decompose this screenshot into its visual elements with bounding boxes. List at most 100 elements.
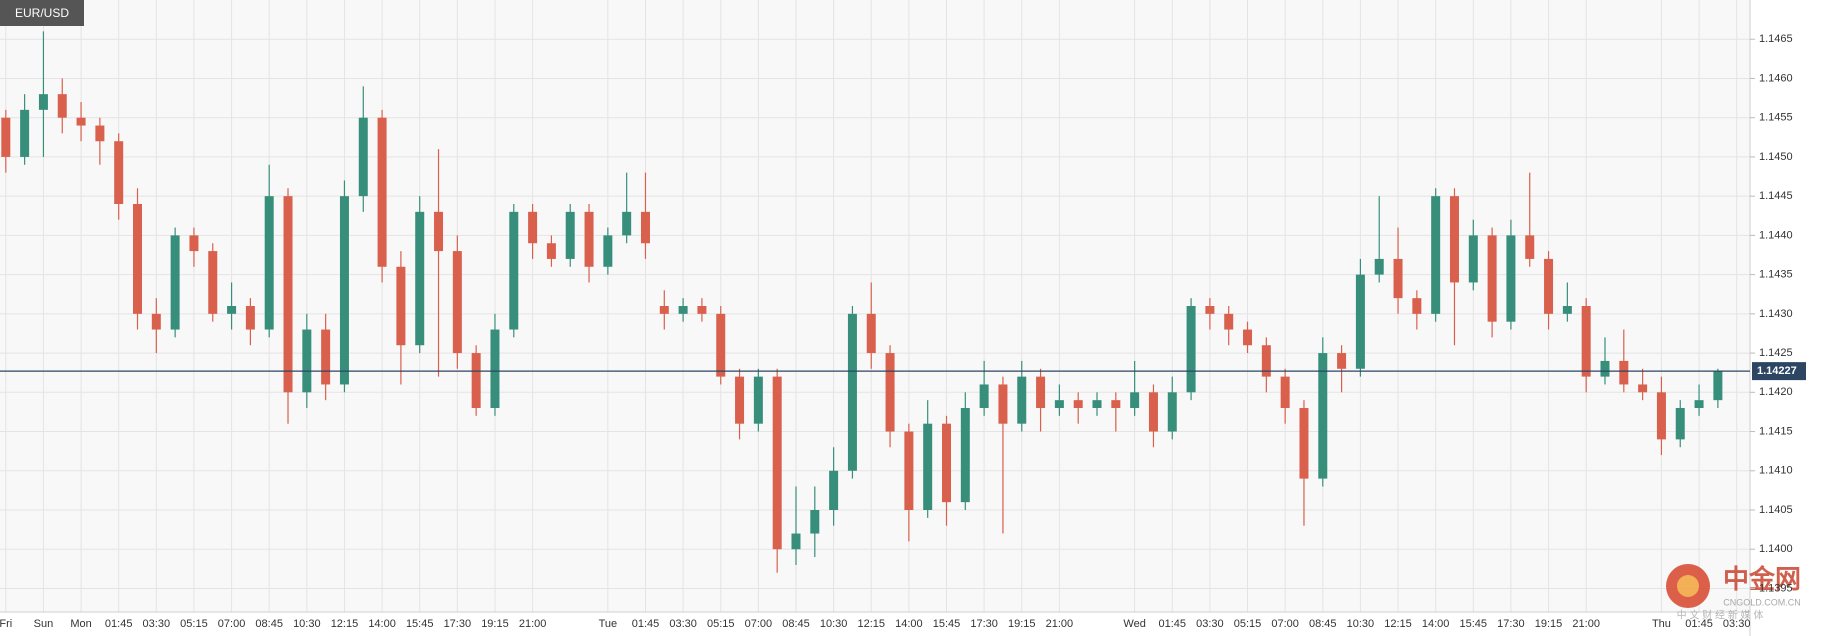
x-tick-label: 14:00 bbox=[895, 618, 923, 630]
candle-body bbox=[264, 196, 274, 330]
x-tick-label: 12:15 bbox=[857, 618, 885, 630]
x-tick-label: 10:30 bbox=[820, 618, 848, 630]
x-tick-label: 14:00 bbox=[368, 618, 396, 630]
candle-body bbox=[829, 470, 839, 510]
candle-body bbox=[1525, 235, 1535, 259]
x-tick-label: 03:30 bbox=[1723, 618, 1751, 630]
candle-body bbox=[1355, 274, 1365, 369]
x-tick-label: Wed bbox=[1123, 618, 1145, 630]
candle-body bbox=[358, 117, 368, 197]
x-tick-label: Mon bbox=[70, 618, 91, 630]
candle-body bbox=[1017, 376, 1027, 424]
candle-body bbox=[321, 329, 331, 385]
x-tick-label: Tue bbox=[599, 618, 618, 630]
candle-body bbox=[678, 306, 688, 314]
candle-body bbox=[509, 211, 519, 330]
candle-body bbox=[866, 313, 876, 354]
candle-body bbox=[396, 266, 406, 346]
candle-body bbox=[1412, 298, 1422, 314]
candle-body bbox=[170, 235, 180, 330]
candle-body bbox=[452, 251, 462, 354]
y-tick-label: 1.1425 bbox=[1759, 347, 1793, 359]
candle-body bbox=[979, 384, 989, 408]
x-tick-label: 08:45 bbox=[1309, 618, 1337, 630]
candle-body bbox=[659, 306, 669, 314]
x-tick-label: 15:45 bbox=[406, 618, 434, 630]
x-tick-label: 08:45 bbox=[255, 618, 283, 630]
candle-body bbox=[1186, 306, 1196, 393]
y-tick-label: 1.1405 bbox=[1759, 504, 1793, 516]
candle-body bbox=[208, 251, 218, 314]
candle-body bbox=[1656, 392, 1666, 440]
candle-body bbox=[847, 313, 857, 471]
candle-body bbox=[1299, 408, 1309, 479]
x-tick-label: 07:00 bbox=[745, 618, 773, 630]
candle-body bbox=[1318, 353, 1328, 479]
candle-body bbox=[603, 235, 613, 267]
watermark: 中金网 CNGOLD.COM.CN 中 文 财 经 新 媒 体 bbox=[1666, 564, 1801, 622]
candle-body bbox=[114, 141, 124, 204]
x-tick-label: 12:15 bbox=[331, 618, 359, 630]
candle-body bbox=[76, 117, 86, 126]
last-price-label: 1.14227 bbox=[1757, 365, 1797, 377]
candle-body bbox=[735, 376, 745, 424]
watermark-domain: CNGOLD.COM.CN bbox=[1723, 597, 1801, 607]
x-tick-label: 01:45 bbox=[632, 618, 660, 630]
candle-body bbox=[57, 94, 67, 118]
x-tick-label: 05:15 bbox=[1234, 618, 1262, 630]
x-tick-label: 19:15 bbox=[481, 618, 509, 630]
x-tick-label: Thu bbox=[1652, 618, 1671, 630]
x-tick-label: 15:45 bbox=[933, 618, 961, 630]
x-tick-label: 05:15 bbox=[180, 618, 208, 630]
y-tick-label: 1.1410 bbox=[1759, 465, 1793, 477]
candle-body bbox=[1073, 400, 1083, 408]
candle-body bbox=[753, 376, 763, 424]
x-tick-label: 01:45 bbox=[1159, 618, 1187, 630]
x-tick-label: 08:45 bbox=[782, 618, 810, 630]
candle-body bbox=[1581, 306, 1591, 377]
candle-body bbox=[1111, 400, 1121, 408]
y-tick-label: 1.1455 bbox=[1759, 112, 1793, 124]
candle-body bbox=[1130, 392, 1140, 408]
candle-body bbox=[960, 408, 970, 503]
candle-body bbox=[1431, 196, 1441, 314]
y-tick-label: 1.1400 bbox=[1759, 543, 1793, 555]
candle-body bbox=[1036, 376, 1046, 408]
candle-body bbox=[810, 510, 820, 534]
candle-body bbox=[490, 329, 500, 408]
candle-body bbox=[227, 306, 237, 314]
candle-body bbox=[1148, 392, 1158, 432]
candle-body bbox=[434, 211, 444, 252]
candle-body bbox=[904, 431, 914, 510]
candle-body bbox=[415, 211, 425, 346]
x-tick-label: 03:30 bbox=[1196, 618, 1224, 630]
x-tick-label: 17:30 bbox=[970, 618, 998, 630]
candle-body bbox=[1449, 196, 1459, 283]
y-tick-label: 1.1430 bbox=[1759, 308, 1793, 320]
candle-body bbox=[1205, 306, 1215, 314]
candle-body bbox=[1054, 400, 1064, 408]
y-tick-label: 1.1465 bbox=[1759, 33, 1793, 45]
x-tick-label: 01:45 bbox=[105, 618, 133, 630]
plot-background bbox=[0, 0, 1750, 612]
candle-body bbox=[1337, 353, 1347, 369]
candle-body bbox=[1600, 360, 1610, 377]
y-tick-label: 1.1395 bbox=[1759, 582, 1793, 594]
x-tick-label: 05:15 bbox=[707, 618, 735, 630]
candle-body bbox=[1638, 384, 1648, 393]
candle-body bbox=[546, 243, 556, 259]
candle-body bbox=[1167, 392, 1177, 432]
candle-body bbox=[471, 353, 481, 408]
candle-body bbox=[339, 196, 349, 385]
candle-body bbox=[1544, 258, 1554, 314]
candle-body bbox=[1713, 371, 1723, 401]
x-tick-label: 17:30 bbox=[1497, 618, 1525, 630]
x-tick-label: Sun bbox=[34, 618, 54, 630]
x-tick-label: 01:45 bbox=[1685, 618, 1713, 630]
candle-body bbox=[1224, 313, 1234, 330]
candle-body bbox=[1506, 235, 1516, 322]
candle-body bbox=[1675, 408, 1685, 440]
candle-body bbox=[189, 235, 199, 252]
